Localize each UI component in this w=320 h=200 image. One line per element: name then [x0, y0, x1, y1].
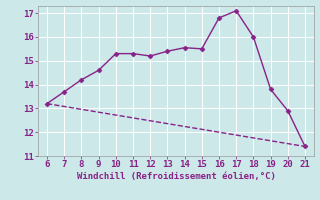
X-axis label: Windchill (Refroidissement éolien,°C): Windchill (Refroidissement éolien,°C)	[76, 172, 276, 181]
